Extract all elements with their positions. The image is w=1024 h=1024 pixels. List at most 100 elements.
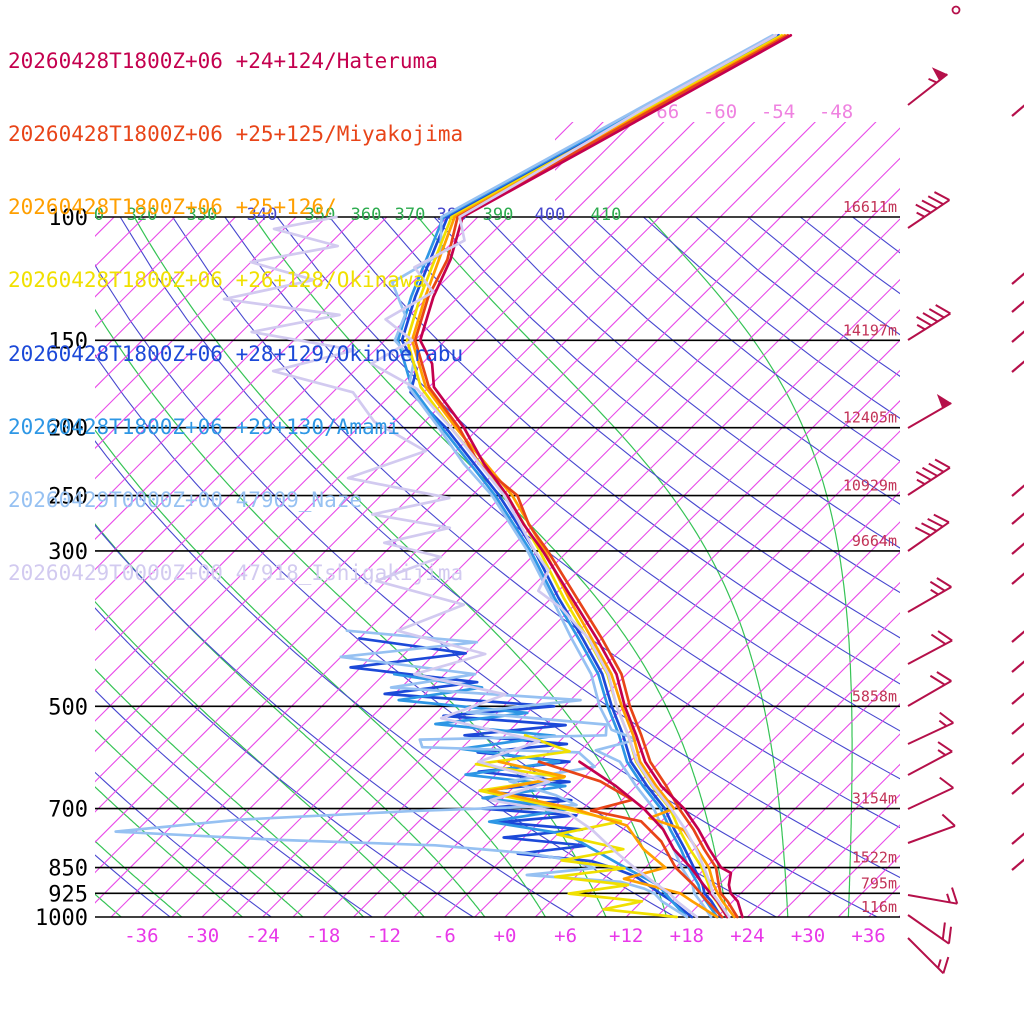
wind-barb-full (921, 522, 938, 532)
theta-label: 330 (187, 205, 218, 225)
legend-entry-okinoerabu: 20260428T1800Z+06 +28+129/Okinoerabu (8, 341, 464, 366)
pressure-label: 1000 (35, 906, 88, 931)
theta-label: 390 (483, 205, 514, 225)
wind-barb-staff (907, 824, 956, 844)
wind-barb-full (922, 466, 938, 477)
height-label: 5858m (852, 687, 897, 705)
upper-temp-label: -54 (761, 101, 795, 123)
temp-label: -6 (433, 925, 456, 947)
wind-barb-full (929, 674, 946, 686)
isotherm (95, 122, 793, 917)
height-label: 9664m (852, 532, 897, 550)
edge-wind-tick (1011, 858, 1024, 871)
edge-wind-ticks (1011, 104, 1024, 871)
height-label: 116m (861, 898, 897, 916)
temp-label: +12 (609, 925, 643, 947)
wind-barbs (907, 67, 959, 975)
isotherm (322, 122, 900, 917)
temp-label: -24 (245, 925, 279, 947)
edge-wind-tick (1011, 512, 1024, 525)
wind-barb-half (916, 211, 926, 218)
temp-label: +24 (730, 925, 764, 947)
isotherm (95, 122, 429, 917)
wind-barb-full (947, 926, 953, 944)
isotherm (625, 122, 900, 917)
isotherm (95, 122, 581, 917)
wind-barb-half (938, 719, 948, 727)
isotherm (95, 122, 490, 917)
wind-barb-full (939, 711, 954, 724)
edge-wind-tick (1011, 832, 1024, 845)
temp-label: +30 (791, 925, 825, 947)
edge-wind-tick (1011, 630, 1024, 643)
theta-label: 320 (127, 205, 158, 225)
legend-entry-hateruma: 20260428T1800Z+06 +24+124/Hateruma (8, 48, 438, 73)
wind-barb-full (915, 470, 932, 481)
height-labels: 16611m 14197m 12405m 10929m 9664m 5858m 3154m 1… (843, 198, 897, 916)
wind-barb-full (928, 462, 945, 473)
isotherm (898, 122, 900, 917)
edge-wind-tick (1011, 484, 1024, 497)
wind-barb-full (941, 813, 956, 827)
temp-label: +36 (851, 925, 885, 947)
temp-label: +6 (554, 925, 577, 947)
wind-barb-full (933, 513, 950, 524)
isotherm (95, 122, 611, 917)
sounding-temp-okinoerabu (400, 33, 781, 919)
sounding-temp-miyakojima (413, 33, 790, 919)
upper-temp-label: -48 (819, 101, 853, 123)
temp-label: -18 (306, 925, 340, 947)
wind-barb-full (930, 633, 947, 645)
wind-barb-half (930, 588, 939, 596)
wind-barb-half (928, 77, 938, 84)
dry-adiabat (799, 217, 900, 295)
sounding-dewpoint-okinawa (474, 733, 679, 919)
legend-entry-amami: 20260428T1800Z+06 +29+130/Amami (8, 414, 400, 439)
sounding-dewpoint-naze (114, 629, 689, 919)
wind-barb-full (921, 199, 938, 210)
wind-barb-half (946, 893, 951, 903)
moist-adiabat (908, 205, 950, 917)
height-label: 12405m (843, 409, 897, 427)
dry-adiabat (95, 689, 374, 917)
sounding-legend: 20260428T1800Z+06 +24+124/Hateruma 20260… (8, 0, 463, 634)
temp-label: +18 (670, 925, 704, 947)
dry-adiabat (119, 217, 900, 879)
sounding-dewpoint-plus25plus126 (488, 760, 719, 919)
isotherm (95, 122, 702, 917)
wind-barb-full (915, 203, 932, 214)
theta-label: 340 (247, 205, 278, 225)
wind-barb-full (922, 312, 939, 323)
pressure-label: 200 (48, 417, 88, 442)
dry-adiabat (329, 217, 900, 685)
pressure-label: 100 (48, 206, 88, 231)
legend-entry-ishigakijima: 20260429T0000Z+00 47918_Ishigakijima (8, 561, 464, 586)
isotherm (171, 122, 900, 917)
wind-barb-half (937, 749, 947, 756)
edge-wind-tick (1011, 572, 1024, 585)
wind-barb-full (933, 191, 950, 201)
edge-wind-tick (1011, 104, 1024, 117)
pressure-label: 300 (48, 540, 88, 565)
dry-adiabat (95, 771, 273, 917)
isotherm (656, 122, 900, 917)
temp-label: -36 (124, 925, 158, 947)
wind-barb-pennant (931, 67, 948, 81)
isotherm (141, 122, 900, 917)
wind-barb-full (936, 577, 952, 588)
dry-adiabat (95, 854, 172, 917)
upper-temp-labels: -66 -60 -54 -48 (645, 101, 853, 123)
isotherm (95, 122, 762, 917)
height-label: 16611m (843, 198, 897, 216)
isotherm (807, 122, 900, 917)
pressure-label: 250 (48, 485, 88, 510)
height-label: 10929m (843, 477, 897, 495)
dry-adiabat (276, 217, 900, 732)
dry-adiabat (433, 217, 900, 594)
theta-label: 410 (591, 205, 622, 225)
isotherm (960, 115, 1024, 917)
legend-entry-miyakojima: 20260428T1800Z+06 +25+125/Miyakojima (8, 122, 464, 147)
theta-label: 400 (535, 205, 566, 225)
height-label: 3154m (852, 790, 897, 808)
dry-adiabat (95, 263, 879, 917)
